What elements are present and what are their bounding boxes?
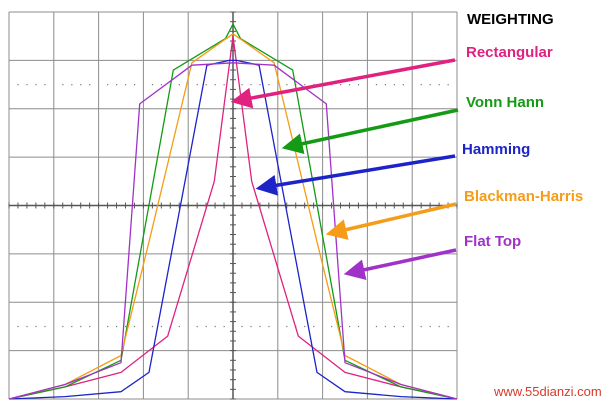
chart-title: WEIGHTING (467, 11, 554, 28)
legend-label-flat-top: Flat Top (464, 233, 522, 250)
dotted-marker (107, 84, 109, 86)
dotted-marker (35, 325, 37, 328)
dotted-marker (286, 84, 288, 86)
dotted-marker (313, 325, 315, 328)
dotted-marker (340, 325, 342, 328)
dotted-marker (429, 325, 431, 328)
series-blackman-harris (8, 33, 458, 400)
dotted-marker (160, 84, 163, 86)
dotted-marker (89, 325, 91, 328)
legend-label-rectangular: Rectangular (466, 44, 553, 61)
dotted-marker (80, 325, 82, 328)
dotted-marker (26, 325, 28, 328)
dotted-marker (357, 325, 360, 328)
dotted-marker (268, 84, 270, 86)
dotted-marker (331, 325, 333, 328)
legend-arrows (230, 58, 459, 281)
dotted-marker (393, 325, 395, 328)
dotted-marker (151, 325, 154, 328)
dotted-marker (340, 84, 342, 86)
dotted-marker (384, 84, 387, 86)
arrow-vonn-hann (281, 108, 459, 155)
dotted-marker (438, 84, 440, 86)
dotted-marker (214, 84, 216, 86)
dotted-marker (107, 325, 109, 328)
dotted-marker (223, 325, 225, 328)
series-vonn-hann (8, 23, 458, 400)
dotted-marker (375, 84, 378, 86)
dotted-marker (89, 84, 91, 86)
series-flat-top (8, 62, 458, 400)
dotted-marker (304, 84, 306, 86)
dotted-marker (71, 84, 73, 86)
dotted-marker (241, 84, 243, 86)
series-hamming (8, 59, 458, 400)
dotted-marker (17, 84, 19, 86)
dotted-marker (223, 84, 225, 86)
dotted-marker (35, 84, 37, 86)
dotted-marker (259, 84, 261, 86)
dotted-marker (178, 84, 180, 86)
dotted-marker (116, 325, 118, 328)
chart-series (8, 23, 458, 400)
dotted-marker (420, 84, 422, 86)
dotted-marker (429, 84, 431, 86)
dotted-marker (71, 325, 73, 328)
dotted-marker (160, 325, 163, 328)
chart-grid (8, 11, 458, 400)
dotted-marker (393, 84, 395, 86)
dotted-marker (133, 325, 136, 328)
dotted-marker (250, 325, 252, 328)
dotted-marker (357, 84, 360, 86)
dotted-marker (62, 325, 64, 328)
dotted-marker (124, 84, 127, 86)
dotted-marker (205, 84, 207, 86)
legend-label-blackman-harris: Blackman-Harris (464, 188, 584, 205)
dotted-marker (438, 325, 440, 328)
dotted-marker (196, 84, 198, 86)
dotted-marker (241, 325, 243, 328)
dotted-marker (250, 84, 252, 86)
dotted-marker (348, 325, 351, 328)
dotted-marker (17, 325, 19, 328)
watermark: www.55dianzi.com (494, 384, 602, 399)
dotted-marker (420, 325, 422, 328)
dotted-marker (447, 84, 449, 86)
dotted-marker (62, 84, 64, 86)
series-rectangular (8, 35, 458, 400)
dotted-marker (214, 325, 216, 328)
dotted-marker (259, 325, 261, 328)
dotted-marker (402, 325, 404, 328)
dotted-marker (447, 325, 449, 328)
dotted-marker (80, 84, 82, 86)
dotted-marker (268, 325, 270, 328)
dotted-marker (151, 84, 154, 86)
dotted-marker (304, 325, 306, 328)
dotted-marker (286, 325, 288, 328)
dotted-marker (384, 325, 387, 328)
dotted-marker (348, 84, 351, 86)
legend-label-vonn-hann: Vonn Hann (466, 94, 545, 111)
dotted-marker (44, 84, 46, 86)
arrow-hamming (255, 154, 456, 196)
dotted-marker (375, 325, 378, 328)
dotted-marker (44, 325, 46, 328)
dotted-marker (116, 84, 118, 86)
dotted-marker (196, 325, 198, 328)
dotted-marker (205, 325, 207, 328)
dotted-marker (26, 84, 28, 86)
dotted-marker (178, 325, 180, 328)
dotted-marker (402, 84, 404, 86)
dotted-marker (124, 325, 127, 328)
arrow-blackman-harris (325, 202, 457, 240)
arrow-flat-top (343, 248, 457, 281)
legend-label-hamming: Hamming (462, 141, 531, 158)
arrow-rectangular (230, 58, 456, 109)
dotted-marker (133, 84, 136, 86)
